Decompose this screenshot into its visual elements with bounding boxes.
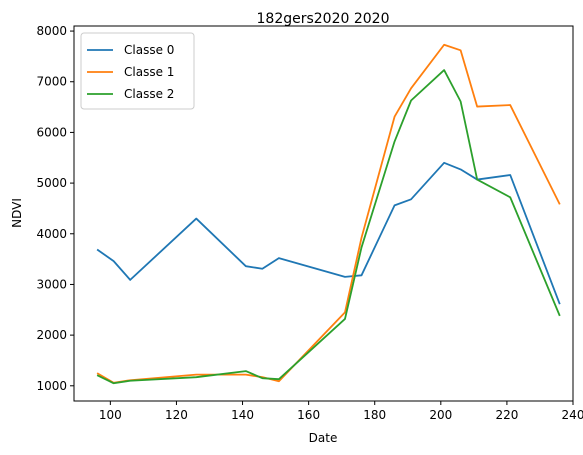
series-line-classe-2 <box>96 69 561 385</box>
plot-frame <box>73 25 574 402</box>
legend-label: Classe 1 <box>124 65 174 79</box>
legend-label: Classe 2 <box>124 87 174 101</box>
x-tick-label: 200 <box>429 408 452 422</box>
legend-label: Classe 0 <box>124 43 174 57</box>
y-tick-label: 3000 <box>36 277 67 291</box>
legend: Classe 0 Classe 1 Classe 2 <box>80 32 195 110</box>
x-tick-label: 180 <box>363 408 386 422</box>
plot-lines <box>96 43 561 385</box>
chart-title: 182gers2020 2020 <box>257 11 390 27</box>
x-tick-label: 100 <box>99 408 122 422</box>
y-tick-label: 7000 <box>36 75 67 89</box>
x-tick-label: 220 <box>495 408 518 422</box>
x-tick-label: 240 <box>562 408 583 422</box>
x-axis-label: Date <box>309 431 338 445</box>
x-tick-label: 140 <box>231 408 254 422</box>
y-axis-label: NDVI <box>10 198 24 228</box>
legend-box <box>80 32 195 110</box>
x-axis-ticks: 100 120 140 160 180 200 220 240 <box>99 401 583 422</box>
y-tick-label: 6000 <box>36 125 67 139</box>
x-tick-label: 160 <box>297 408 320 422</box>
y-tick-label: 8000 <box>36 24 67 38</box>
y-tick-label: 1000 <box>36 379 67 393</box>
series-line-classe-1 <box>96 43 561 384</box>
y-axis-ticks: 1000 2000 3000 4000 5000 6000 7000 8000 <box>36 24 74 393</box>
y-tick-label: 4000 <box>36 227 67 241</box>
y-tick-label: 2000 <box>36 328 67 342</box>
x-tick-label: 120 <box>165 408 188 422</box>
y-tick-label: 5000 <box>36 176 67 190</box>
